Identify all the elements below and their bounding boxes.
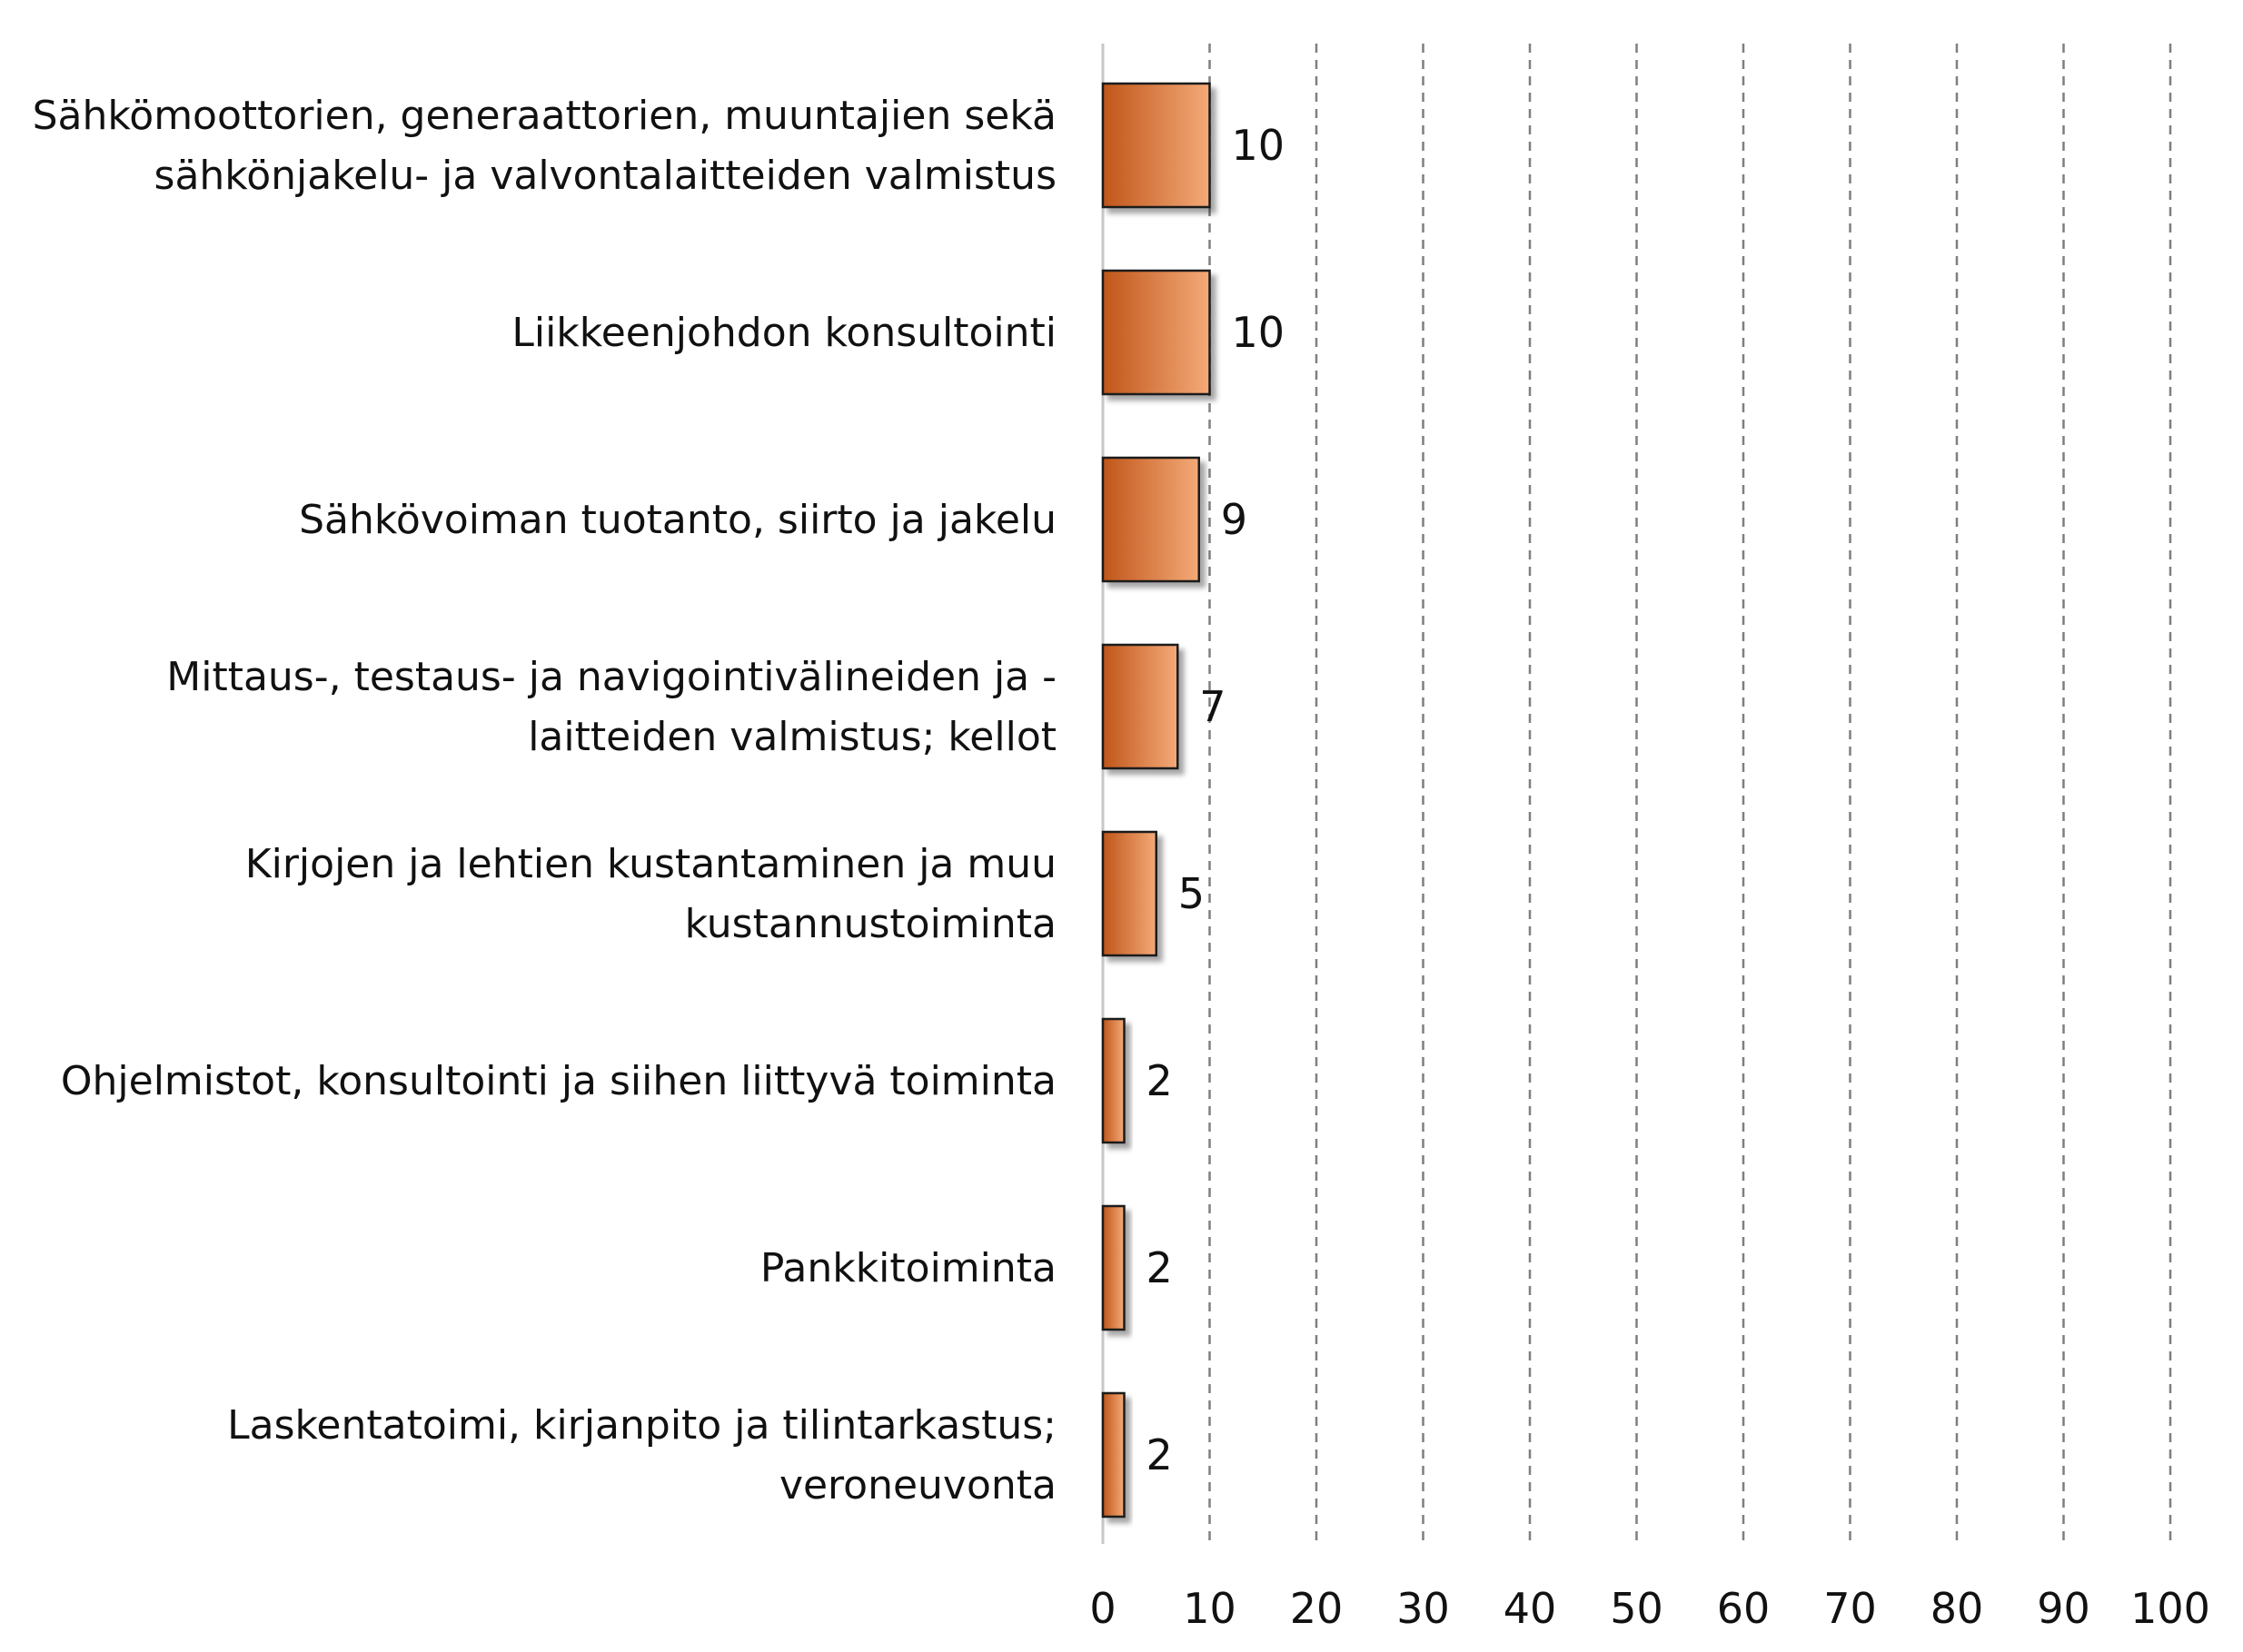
x-tick-label-30: 30 (1396, 1584, 1450, 1633)
bar-4 (1101, 643, 1179, 770)
bars (1101, 82, 1211, 1518)
bar-7 (1101, 1204, 1126, 1331)
data-label-2: 10 (1232, 308, 1285, 357)
bar-1 (1101, 82, 1211, 209)
category-label-4-line-2: laitteiden valmistus; kellot (528, 714, 1057, 760)
data-labels: 10 10 9 7 5 2 2 2 (1146, 121, 1285, 1479)
data-label-7: 2 (1146, 1243, 1173, 1292)
category-label-5-line-2: kustannustoiminta (685, 901, 1057, 947)
x-tick-label-60: 60 (1717, 1584, 1771, 1633)
bar-2 (1101, 269, 1211, 396)
category-label-1-line-2: sähkönjakelu- ja valvontalaitteiden valm… (154, 153, 1057, 199)
data-label-5: 5 (1178, 869, 1205, 918)
category-label-7: Pankkitoiminta (760, 1245, 1057, 1291)
category-label-8-line-2: veroneuvonta (779, 1462, 1057, 1509)
category-label-4-line-1: Mittaus-, testaus- ja navigointivälineid… (166, 654, 1057, 700)
data-label-8: 2 (1146, 1430, 1173, 1479)
x-tick-label-50: 50 (1610, 1584, 1663, 1633)
category-label-3: Sähkövoiman tuotanto, siirto ja jakelu (299, 497, 1057, 543)
x-tick-label-10: 10 (1183, 1584, 1236, 1633)
data-label-6: 2 (1146, 1056, 1173, 1105)
category-label-6: Ohjelmistot, konsultointi ja siihen liit… (61, 1058, 1057, 1104)
gridlines (1208, 44, 2172, 1544)
x-axis-ticks: 0 10 20 30 40 50 60 70 80 90 100 (1089, 1584, 2210, 1633)
x-tick-label-70: 70 (1823, 1584, 1877, 1633)
x-tick-label-0: 0 (1089, 1584, 1116, 1633)
category-label-2: Liikkeenjohdon konsultointi (511, 310, 1057, 356)
category-label-1-line-1: Sähkömoottorien, generaattorien, muuntaj… (33, 93, 1057, 139)
bar-8 (1101, 1391, 1126, 1518)
category-label-5-line-1: Kirjojen ja lehtien kustantaminen ja muu (245, 841, 1057, 887)
category-labels: Sähkömoottorien, generaattorien, muuntaj… (33, 93, 1057, 1509)
x-tick-label-20: 20 (1290, 1584, 1344, 1633)
bar-6 (1101, 1017, 1126, 1144)
bar-5 (1101, 830, 1157, 957)
x-tick-label-80: 80 (1930, 1584, 1984, 1633)
bar-3 (1101, 456, 1200, 583)
data-label-4: 7 (1199, 682, 1226, 731)
x-tick-label-90: 90 (2037, 1584, 2090, 1633)
data-label-3: 9 (1221, 495, 1247, 544)
x-tick-label-100: 100 (2130, 1584, 2210, 1633)
data-label-1: 10 (1232, 121, 1285, 170)
x-tick-label-40: 40 (1504, 1584, 1557, 1633)
category-label-8-line-1: Laskentatoimi, kirjanpito ja tilintarkas… (227, 1402, 1057, 1449)
